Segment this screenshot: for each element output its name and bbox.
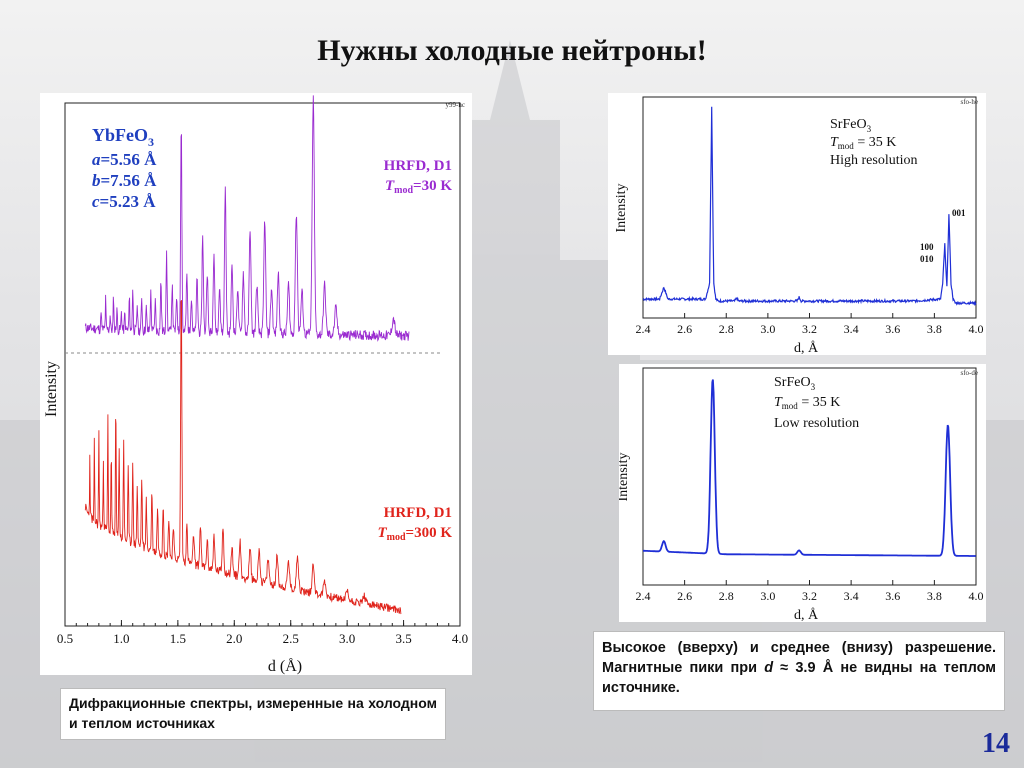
x-tick-label: 3.2 [802,322,817,336]
x-tick-label: 3.4 [844,322,859,336]
x-tick-label: 2.4 [636,589,651,603]
cold-series-label: HRFD, D1 [384,158,452,174]
peak-label-010: 010 [920,254,934,264]
right-caption: Высокое (вверху) и среднее (внизу) разре… [593,631,1005,711]
x-tick-label: 2.0 [226,631,242,646]
chart-tag: y99-hc [446,101,465,109]
lattice-param-a: a=5.56 Å [92,150,157,169]
chart-tag: sfo-de [961,369,979,377]
x-tick-label: 4.0 [452,631,468,646]
tmod-label: Tmod = 35 K [774,395,840,411]
x-tick-label: 2.4 [636,322,651,336]
x-axis-label: d, Å [794,607,819,622]
compound-label: YbFeO3 [92,125,154,149]
right-caption-d: d [764,660,774,676]
compound-label: SrFeO3 [830,117,872,134]
warm-spectrum-line [84,300,402,615]
slide-title: Нужны холодные нейтроны! [317,34,707,67]
x-tick-label: 4.0 [969,322,984,336]
x-tick-label: 3.2 [802,589,817,603]
cold-spectrum-line [84,95,410,342]
x-tick-label: 3.6 [885,589,900,603]
x-tick-label: 3.6 [885,322,900,336]
x-tick-label: 2.6 [677,589,692,603]
x-tick-label: 2.6 [677,322,692,336]
x-tick-label: 3.0 [760,589,775,603]
srfeo3-low-resolution-chart: sfo-de Intensity d, Å SrFeO3 Tmod = 35 K… [619,367,984,622]
warm-series-label: HRFD, D1 [384,505,452,521]
x-tick-label: 3.0 [339,631,355,646]
x-tick-label: 2.5 [283,631,299,646]
axes: 0.5 1.0 1.5 2.0 2.5 3.0 3.5 4.0 [57,102,468,646]
slide-number: 14 [982,728,1010,759]
right-top-chart-panel: sfo-he Intensity d, Å SrFeO3 Tmod = 35 K… [608,93,986,355]
right-caption-text-1: Высокое (вверху) и среднее (внизу) разре… [602,640,996,676]
x-axis-label: d, Å [794,340,819,355]
high-res-spectrum-line [642,106,977,307]
axes: 2.4 2.6 2.8 3.0 3.2 3.4 3.6 3.8 4.0 [636,96,984,336]
cold-series-tmod: Tmod=30 K [385,178,452,196]
x-tick-label: 3.8 [927,322,942,336]
axes: 2.4 2.6 2.8 3.0 3.2 3.4 3.6 3.8 4.0 [636,367,984,603]
diffraction-chart-ybfeo3: y99-hc Intensity d (Å) YbFeO3 a=5.56 Å b=… [43,95,468,675]
chart-tag: sfo-he [961,98,979,106]
x-tick-label: 1.0 [113,631,129,646]
x-tick-label: 2.8 [719,322,734,336]
lattice-param-b: b=7.56 Å [92,171,157,190]
x-axis-label: d (Å) [268,657,302,675]
y-axis-label: Intensity [619,453,631,502]
lattice-parameters: a=5.56 Å b=7.56 Å c=5.23 Å [92,150,157,211]
x-tick-label: 3.4 [844,589,859,603]
x-tick-label: 3.8 [927,589,942,603]
right-bottom-chart-panel: sfo-de Intensity d, Å SrFeO3 Tmod = 35 K… [619,364,986,622]
peak-label-001: 001 [952,208,966,218]
lattice-param-c: c=5.23 Å [92,192,156,211]
right-caption-text-2: ≈ 3.9 Å не видны на теплом источнике. [602,660,996,696]
x-tick-label: 3.0 [760,322,775,336]
srfeo3-high-resolution-chart: sfo-he Intensity d, Å SrFeO3 Tmod = 35 K… [614,96,984,355]
x-tick-label: 0.5 [57,631,73,646]
x-tick-label: 1.5 [170,631,186,646]
warm-series-tmod: Tmod=300 K [377,525,452,543]
tmod-label: Tmod = 35 K [830,135,896,151]
x-tick-label: 2.8 [719,589,734,603]
left-caption: Дифракционные спектры, измеренные на хол… [60,688,446,740]
left-chart-panel: y99-hc Intensity d (Å) YbFeO3 a=5.56 Å b=… [40,93,472,675]
x-tick-label: 4.0 [969,589,984,603]
resolution-label: High resolution [830,153,918,168]
y-axis-label: Intensity [614,184,629,233]
compound-label: SrFeO3 [774,375,816,392]
resolution-label: Low resolution [774,416,859,431]
x-tick-label: 3.5 [395,631,411,646]
y-axis-label: Intensity [43,361,60,417]
peak-label-100: 100 [920,242,934,252]
low-res-spectrum-line [643,379,976,557]
